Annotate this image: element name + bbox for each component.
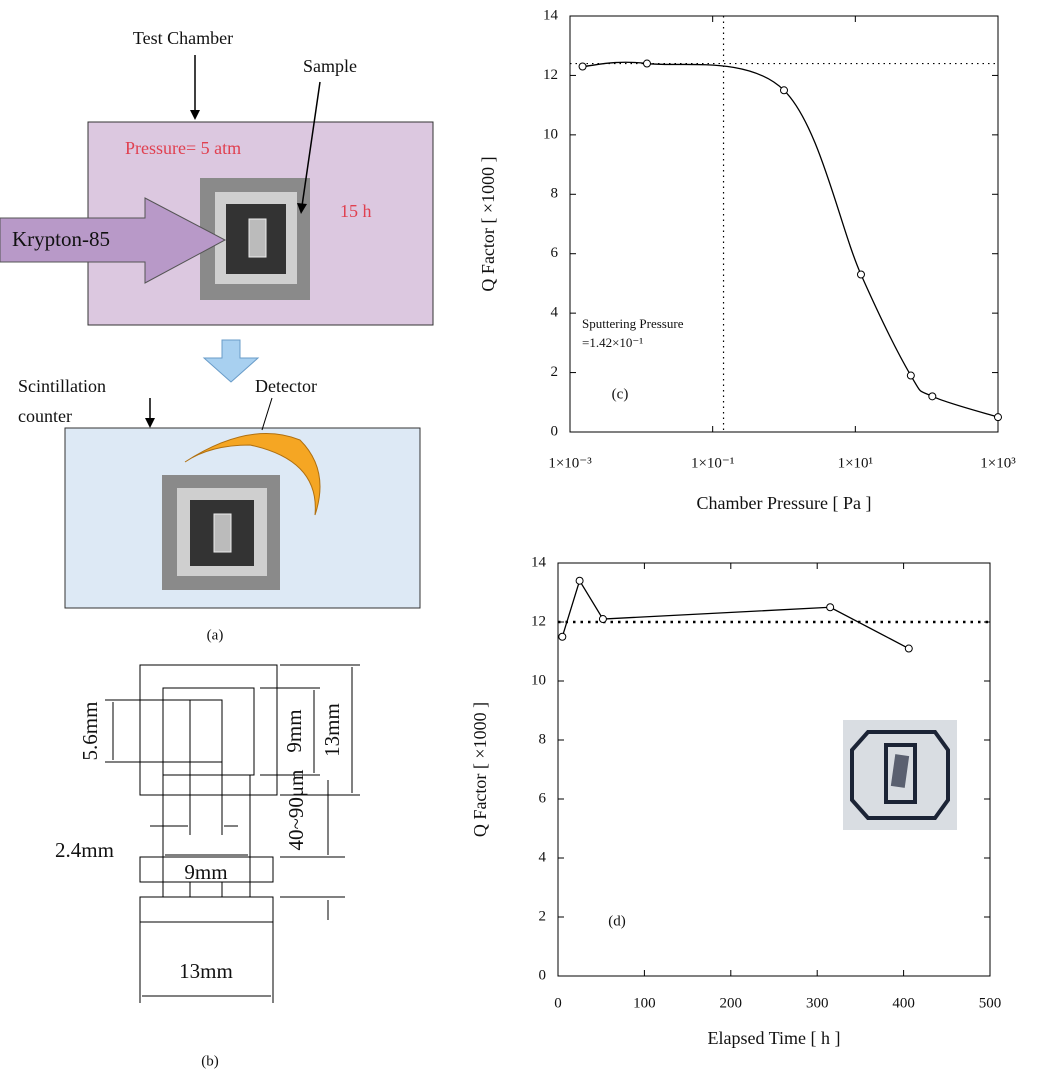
sample-slot: [248, 218, 267, 258]
inner-square: [162, 687, 255, 776]
data-point: [598, 615, 607, 624]
label: Test Chamber: [133, 28, 233, 48]
dimension: 5.6mm: [78, 702, 102, 761]
outer-square: [139, 664, 278, 796]
caption: (a): [207, 627, 224, 643]
label: Krypton-85: [12, 227, 110, 251]
x-tick-label: 0: [554, 995, 562, 1011]
plot-frame: [557, 562, 991, 977]
slot: [189, 699, 223, 763]
dimension: 2.4mm: [55, 838, 114, 862]
data-point: [994, 413, 1002, 422]
label: Sample: [303, 56, 357, 76]
x-axis-title: Chamber Pressure [ Pa ]: [697, 493, 872, 513]
y-tick-label: 12: [531, 613, 546, 629]
y-tick-label: 2: [551, 364, 559, 380]
label: 15 h: [340, 201, 372, 221]
caption: (b): [201, 1053, 219, 1069]
y-tick-label: 4: [551, 305, 559, 321]
arrow-head: [190, 110, 200, 120]
inset-photo: [843, 720, 957, 830]
process-arrow: [202, 339, 260, 383]
y-tick-label: 10: [531, 672, 546, 688]
y-tick-label: 0: [539, 967, 547, 983]
panel-label: (d): [608, 913, 626, 929]
y-tick-label: 2: [539, 908, 547, 924]
x-tick-label: 1×10⁻³: [548, 455, 592, 471]
annotation: Sputtering Pressure: [582, 316, 684, 331]
arrow-head: [297, 203, 307, 214]
detector: [184, 433, 321, 516]
x-tick-label: 400: [892, 995, 915, 1011]
x-tick-label: 1×10³: [980, 455, 1016, 471]
y-tick-label: 6: [551, 245, 559, 261]
data-point: [578, 62, 587, 71]
data-point: [906, 371, 915, 380]
label: Pressure= 5 atm: [125, 138, 241, 158]
diagram-b: 5.6mm 9mm 13mm 2.4mm 9mm 40~90μm 13mm (b…: [55, 664, 360, 1069]
y-tick-label: 14: [531, 554, 547, 570]
dimension: 9mm: [282, 709, 306, 752]
dimension: 9mm: [184, 860, 227, 884]
krypton-arrow: [0, 197, 227, 284]
data-line: [582, 61, 999, 418]
x-tick-label: 500: [979, 995, 1002, 1011]
y-tick-label: 4: [539, 849, 547, 865]
y-tick-label: 14: [543, 7, 559, 23]
x-axis-title: Elapsed Time [ h ]: [708, 1028, 841, 1048]
panel-label: (c): [612, 386, 629, 402]
x-tick-label: 1×10¹: [838, 455, 873, 471]
y-axis-title: Q Factor [ ×1000 ]: [470, 702, 490, 837]
x-tick-label: 200: [720, 995, 743, 1011]
data-point: [780, 86, 788, 95]
label: Detector: [255, 376, 317, 396]
label: counter: [18, 406, 72, 426]
data-point: [928, 392, 937, 401]
data-point: [575, 576, 584, 585]
data-point: [856, 270, 865, 279]
y-tick-label: 10: [543, 126, 558, 142]
y-tick-label: 6: [539, 790, 547, 806]
x-tick-label: 100: [633, 995, 656, 1011]
sample-slot: [213, 513, 232, 553]
annotation: =1.42×10⁻¹: [582, 335, 643, 350]
dimension: 13mm: [320, 703, 344, 757]
layer: [189, 881, 223, 898]
dimension: 40~90μm: [284, 770, 308, 851]
plot-frame: [569, 15, 999, 433]
photo-sample: [890, 754, 910, 788]
y-tick-label: 8: [551, 186, 559, 202]
x-tick-label: 1×10⁻¹: [691, 455, 734, 471]
y-axis-title: Q Factor [ ×1000 ]: [478, 156, 498, 291]
layer: [139, 896, 274, 923]
y-tick-label: 8: [539, 731, 547, 747]
photo-frame: [850, 730, 950, 820]
photo-slot: [884, 743, 917, 804]
y-tick-label: 0: [551, 423, 559, 439]
x-tick-label: 300: [806, 995, 829, 1011]
data-point: [826, 603, 835, 612]
dimension: 13mm: [179, 959, 233, 983]
diagram-a: Test Chamber Sample Pressure= 5 atm 15 h…: [0, 28, 434, 643]
y-tick-label: 12: [543, 67, 558, 83]
arrow: [301, 81, 321, 207]
label: Scintillation: [18, 376, 106, 396]
data-point: [642, 59, 651, 68]
layer: [162, 881, 251, 898]
arrow-head: [145, 418, 155, 428]
data-point: [904, 644, 913, 653]
leader: [261, 397, 273, 431]
data-point: [558, 632, 567, 641]
data-line: [561, 579, 910, 650]
